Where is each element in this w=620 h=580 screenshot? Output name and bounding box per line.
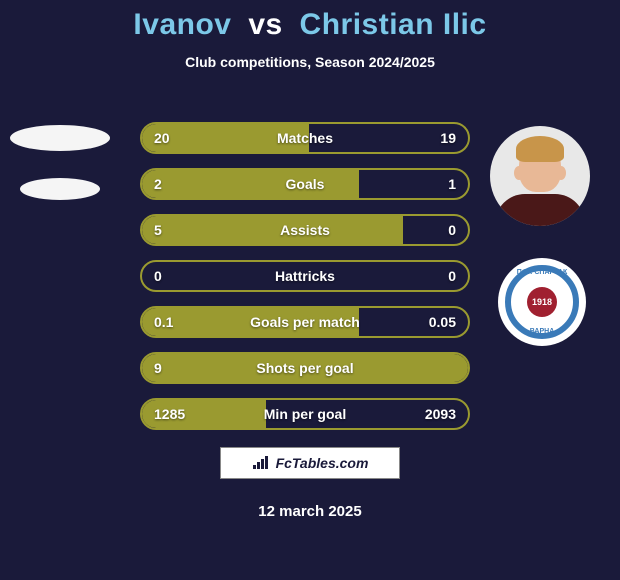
player2-avatar (490, 126, 590, 226)
stat-row: 9Shots per goal (140, 352, 470, 384)
stat-row: 0Hattricks0 (140, 260, 470, 292)
club-logo-bottom-text: ВАРНА (530, 328, 555, 335)
brand-box: FcTables.com (220, 447, 400, 479)
stat-label: Min per goal (142, 406, 468, 422)
date-text: 12 march 2025 (0, 503, 620, 520)
stat-value-right: 2093 (425, 406, 456, 422)
stat-row: 5Assists0 (140, 214, 470, 246)
vs-text: vs (248, 8, 282, 41)
player1-name: Ivanov (133, 8, 231, 41)
player2-club-logo: ПФК·СПАРТАК 1918 ВАРНА (498, 258, 586, 346)
stat-value-right: 0 (448, 268, 456, 284)
player1-avatar (10, 125, 110, 151)
stat-value-right: 0 (448, 222, 456, 238)
stat-row: 2Goals1 (140, 168, 470, 200)
brand-text: FcTables.com (276, 455, 369, 471)
stat-label: Matches (142, 130, 468, 146)
stat-label: Goals (142, 176, 468, 192)
stat-row: 20Matches19 (140, 122, 470, 154)
stat-value-right: 1 (448, 176, 456, 192)
stats-bars: 20Matches192Goals15Assists00Hattricks00.… (140, 122, 470, 444)
stat-value-right: 19 (440, 130, 456, 146)
stat-label: Assists (142, 222, 468, 238)
stat-label: Hattricks (142, 268, 468, 284)
club-logo-top-text: ПФК·СПАРТАК (517, 269, 568, 276)
stat-value-right: 0.05 (429, 314, 456, 330)
player1-club-logo (20, 178, 100, 200)
stat-row: 0.1Goals per match0.05 (140, 306, 470, 338)
page-title: Ivanov vs Christian Ilic (0, 0, 620, 42)
player2-name: Christian Ilic (300, 8, 487, 41)
stat-label: Shots per goal (142, 360, 468, 376)
chart-icon (252, 456, 270, 470)
club-logo-year: 1918 (527, 287, 557, 317)
stat-label: Goals per match (142, 314, 468, 330)
stat-row: 1285Min per goal2093 (140, 398, 470, 430)
subtitle: Club competitions, Season 2024/2025 (0, 54, 620, 70)
